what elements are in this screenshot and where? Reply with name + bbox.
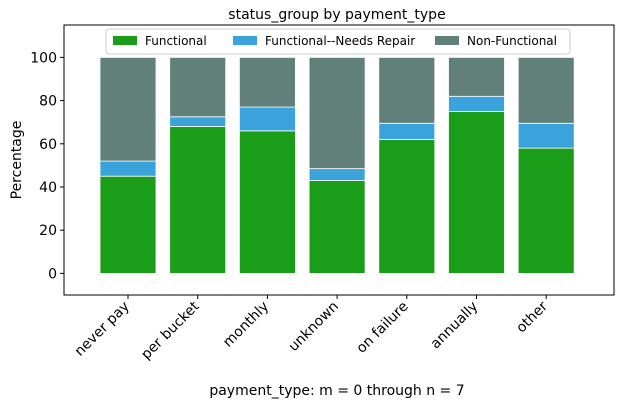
bar-segment-functional-needs-repair — [517, 122, 575, 149]
bar-segment-non-functional — [517, 57, 575, 124]
x-tick-label: never pay — [72, 299, 133, 360]
legend: Functional Functional--Needs Repair Non-Fu… — [105, 28, 571, 55]
y-axis-ticks: 0 20 40 60 80 100 — [30, 50, 64, 282]
y-tick-label: 20 — [39, 223, 57, 239]
x-tick-label: unknown — [286, 299, 342, 355]
chart-title: status_group by payment_type — [228, 7, 445, 23]
bar-segment-non-functional — [448, 57, 505, 97]
legend-label: Non-Functional — [467, 34, 557, 48]
y-tick-label: 0 — [48, 266, 57, 282]
bar-segment-non-functional — [238, 57, 296, 108]
bar-segment-functional-needs-repair — [308, 168, 366, 181]
bar-segment-functional — [308, 180, 366, 274]
bar-segment-functional — [169, 126, 227, 274]
x-tick-label: on failure — [354, 299, 412, 357]
bar-segment-non-functional — [99, 57, 157, 162]
bar-segment-functional-needs-repair — [99, 160, 157, 177]
y-tick-label: 40 — [39, 180, 57, 196]
y-tick-label: 80 — [39, 94, 57, 110]
bar-segment-functional — [378, 139, 436, 274]
bars-group — [99, 57, 575, 274]
legend-label: Functional--Needs Repair — [265, 34, 415, 48]
bar-segment-non-functional — [378, 57, 436, 124]
plot-area-frame — [63, 24, 615, 296]
bar-segment-functional-needs-repair — [448, 95, 505, 112]
y-tick-label: 60 — [39, 137, 57, 153]
y-tick-label: 100 — [30, 50, 57, 66]
bar-segment-functional-needs-repair — [169, 116, 227, 127]
bar-segment-non-functional — [169, 57, 227, 118]
legend-swatch — [113, 36, 137, 45]
x-tick-label: monthly — [220, 299, 272, 351]
legend-label: Functional — [145, 34, 207, 48]
bar-segment-functional-needs-repair — [238, 106, 296, 132]
bar-segment-functional-needs-repair — [378, 122, 436, 140]
x-tick-label: per bucket — [138, 298, 203, 363]
x-tick-label: annually — [428, 299, 482, 353]
x-axis-label: payment_type: m = 0 through n = 7 — [209, 383, 464, 399]
bar-segment-functional — [448, 111, 505, 274]
legend-swatch — [233, 36, 257, 45]
legend-frame — [105, 28, 571, 55]
legend-swatch — [435, 36, 459, 45]
x-axis-ticks: never pay per bucket monthly unknown on fail… — [72, 295, 551, 363]
bar-segment-functional — [99, 175, 157, 274]
bar-segment-functional — [517, 147, 575, 274]
y-axis-label: Percentage — [9, 121, 25, 200]
bar-segment-functional — [238, 130, 296, 274]
x-tick-label: other — [513, 298, 551, 336]
bar-segment-non-functional — [308, 57, 366, 170]
